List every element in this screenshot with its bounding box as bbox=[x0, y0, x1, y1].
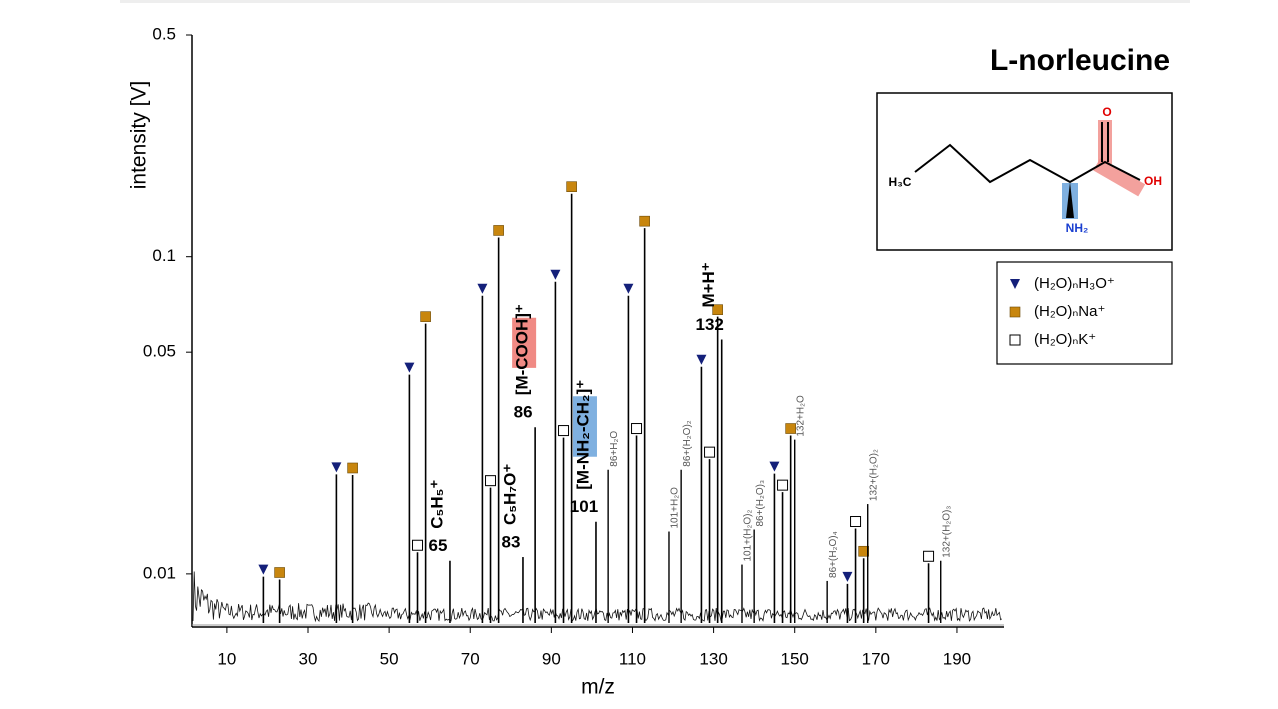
atom-label: NH₂ bbox=[1066, 221, 1089, 235]
marker-square bbox=[1009, 306, 1021, 318]
fragment-formula: [M-NH₂-CH₂]⁺ bbox=[573, 380, 592, 490]
marker-square bbox=[858, 545, 869, 557]
x-tick-label: 70 bbox=[461, 649, 480, 668]
fragment-formula: C₅H₅⁺ bbox=[427, 480, 446, 529]
marker-triangle bbox=[769, 461, 780, 472]
cluster-label: 132+(H₂O)₂ bbox=[868, 449, 879, 501]
top-bar bbox=[120, 0, 1190, 3]
cluster-label: 86+H₂O bbox=[609, 431, 620, 467]
cluster-label: 86+(H₂O)₃ bbox=[755, 480, 766, 527]
x-tick-label: 50 bbox=[380, 649, 399, 668]
marker-square bbox=[274, 567, 285, 578]
marker-triangle bbox=[477, 283, 488, 294]
x-tick-label: 10 bbox=[217, 649, 236, 668]
marker-open-square bbox=[485, 475, 497, 487]
marker-open-square bbox=[777, 479, 789, 491]
y-tick-label: 0.1 bbox=[152, 246, 176, 265]
marker-triangle bbox=[623, 283, 634, 294]
fragment-mass: 65 bbox=[428, 536, 447, 555]
marker-triangle bbox=[404, 362, 415, 373]
x-axis-title: m/z bbox=[581, 676, 615, 699]
marker-triangle bbox=[842, 571, 853, 582]
formula-highlight bbox=[512, 317, 537, 368]
y-tick-label: 0.05 bbox=[143, 342, 176, 361]
bond-chain bbox=[914, 143, 1141, 184]
marker-triangle bbox=[1010, 279, 1020, 289]
y-tick-label: 0.5 bbox=[152, 24, 176, 43]
legend-label: (H₂O)ₙNa⁺ bbox=[1034, 303, 1105, 320]
atom-label: H₃C bbox=[889, 175, 912, 189]
cluster-label: 86+(H₂O)₄ bbox=[828, 531, 839, 578]
x-tick-label: 150 bbox=[781, 649, 809, 668]
y-tick-label: 0.01 bbox=[143, 563, 176, 582]
marker-triangle bbox=[696, 354, 707, 365]
atom-label: OH bbox=[1144, 174, 1162, 188]
marker-square bbox=[639, 215, 650, 227]
x-tick-label: 130 bbox=[699, 649, 727, 668]
fragment-formula: C₅H₇O⁺ bbox=[500, 464, 519, 525]
fragment-mass: 132 bbox=[696, 315, 724, 334]
marker-open-square bbox=[923, 550, 935, 562]
legend-label: (H₂O)ₙH₃O⁺ bbox=[1034, 275, 1115, 292]
marker-square bbox=[493, 225, 504, 236]
marker-open-square bbox=[631, 423, 643, 435]
wedge-bond bbox=[1066, 182, 1074, 218]
x-tick-label: 30 bbox=[299, 649, 318, 668]
marker-open-square bbox=[1009, 334, 1021, 346]
marker-square bbox=[420, 311, 431, 322]
y-axis-title: intensity [V] bbox=[128, 81, 151, 190]
marker-square bbox=[347, 462, 358, 474]
legend-box bbox=[996, 261, 1173, 365]
cluster-label: 132+H₂O bbox=[795, 395, 806, 437]
marker-open-square bbox=[850, 516, 862, 528]
fragment-formula: [M-COOH]⁺ bbox=[513, 304, 532, 395]
fragment-mass: 83 bbox=[502, 533, 521, 552]
cluster-label: 101+(H₂O)₂ bbox=[743, 509, 754, 561]
cluster-label: 101+H₂O bbox=[670, 487, 681, 529]
marker-triangle bbox=[550, 269, 561, 280]
chart-title: L-norleucine bbox=[990, 44, 1170, 77]
marker-square bbox=[566, 181, 577, 192]
marker-triangle bbox=[331, 462, 342, 473]
noise-trace bbox=[192, 571, 1003, 623]
marker-open-square bbox=[704, 446, 716, 458]
x-tick-label: 190 bbox=[943, 649, 971, 668]
molecule-panel: H₃C O OH NH₂ bbox=[876, 92, 1173, 251]
x-tick-label: 170 bbox=[862, 649, 890, 668]
cluster-label: 132+(H₂O)₃ bbox=[941, 506, 952, 558]
fragment-mass: 101 bbox=[570, 497, 598, 516]
x-tick-label: 90 bbox=[542, 649, 561, 668]
marker-triangle bbox=[258, 564, 269, 575]
legend-label: (H₂O)ₙK⁺ bbox=[1034, 331, 1096, 348]
atom-label: O bbox=[1102, 105, 1111, 119]
molecule-box bbox=[876, 92, 1173, 251]
marker-open-square bbox=[412, 539, 424, 551]
formula-highlight bbox=[572, 396, 597, 457]
fragment-formula: M+H⁺ bbox=[699, 262, 718, 307]
marker-square bbox=[712, 304, 723, 315]
x-tick-label: 110 bbox=[619, 649, 646, 668]
marker-square bbox=[785, 423, 796, 434]
cooh-highlight bbox=[1093, 158, 1146, 197]
cooh-highlight bbox=[1098, 120, 1112, 164]
marker-open-square bbox=[558, 425, 570, 437]
cluster-label: 86+(H₂O)₂ bbox=[682, 420, 693, 467]
fragment-mass: 86 bbox=[514, 403, 533, 422]
